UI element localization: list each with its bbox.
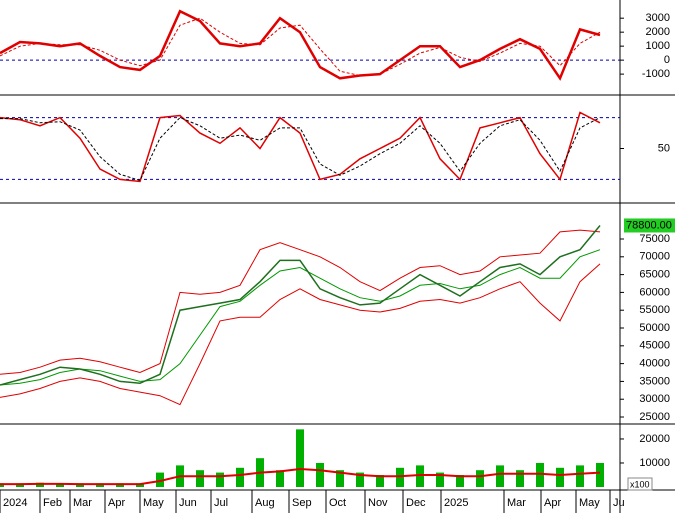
series-line	[0, 225, 601, 386]
volume-bar	[96, 483, 104, 487]
x-tick-label: Apr	[544, 497, 561, 509]
x-tick-label: Jun	[179, 497, 197, 509]
volume-bar	[116, 483, 124, 487]
series-line	[0, 117, 601, 182]
volume-bar	[476, 470, 484, 487]
volume-bar	[196, 470, 204, 487]
volume-bar	[416, 465, 424, 487]
volume-bar	[56, 483, 64, 487]
unit-label: x100	[630, 479, 650, 489]
y-tick-label: 1000	[646, 40, 670, 52]
y-tick-label: 25000	[639, 411, 670, 423]
price-tag-box	[624, 218, 675, 233]
volume-bar	[0, 483, 4, 487]
volume-bar	[596, 462, 604, 487]
x-tick-label: Dec	[406, 497, 426, 509]
volume-bar	[236, 467, 244, 487]
volume-bar	[136, 483, 144, 487]
x-tick-label: May	[143, 497, 164, 509]
volume-bar	[216, 472, 224, 487]
y-tick-label: 3000	[646, 12, 670, 24]
volume-bar	[376, 474, 384, 487]
series-line	[0, 9, 601, 81]
volume-bar	[536, 462, 544, 487]
y-tick-label: 65000	[639, 269, 670, 281]
series-line	[0, 249, 601, 386]
volume-bar	[316, 462, 324, 487]
y-tick-label: 75000	[639, 233, 670, 245]
x-tick-label: Mar	[507, 497, 526, 509]
volume-bar	[436, 472, 444, 487]
y-tick-label: 70000	[639, 251, 670, 263]
y-tick-label: -1000	[642, 68, 670, 80]
series-line	[0, 467, 601, 486]
y-tick-label: 50	[658, 142, 670, 154]
series-line	[0, 111, 601, 183]
series-line	[0, 263, 601, 406]
y-tick-label: 0	[664, 54, 670, 66]
volume-bar	[16, 483, 24, 487]
volume-bar	[276, 470, 284, 487]
y-tick-label: 55000	[639, 304, 670, 316]
y-tick-label: 20000	[639, 433, 670, 445]
volume-bar	[296, 429, 304, 487]
x-tick-label: Mar	[73, 497, 92, 509]
y-tick-label: 40000	[639, 358, 670, 370]
x-tick-label: Sep	[292, 497, 312, 509]
volume-bar	[556, 467, 564, 487]
y-tick-label: 30000	[639, 393, 670, 405]
volume-bar	[496, 465, 504, 487]
series-line	[0, 17, 601, 77]
volume-bar	[396, 467, 404, 487]
x-tick-label: May	[579, 497, 600, 509]
x-tick-label: 2025	[444, 497, 468, 509]
series-line	[0, 229, 601, 375]
x-tick-label: Apr	[108, 497, 125, 509]
x-tick-label: Jul	[214, 497, 228, 509]
x-tick-label: Feb	[43, 497, 62, 509]
x-tick-label: Nov	[368, 497, 388, 509]
volume-bar	[76, 483, 84, 487]
x-tick-label: Oct	[329, 497, 346, 509]
x-tick-label: Aug	[255, 497, 275, 509]
volume-bar	[336, 470, 344, 487]
volume-bar	[456, 474, 464, 487]
y-tick-label: 60000	[639, 286, 670, 298]
volume-bar	[576, 465, 584, 487]
volume-bar	[156, 472, 164, 487]
unit-box	[627, 477, 653, 491]
x-tick-label: Ju	[613, 497, 625, 509]
y-tick-label: 10000	[639, 457, 670, 469]
y-tick-label: 45000	[639, 340, 670, 352]
x-tick-label: 2024	[3, 497, 27, 509]
y-tick-label: 35000	[639, 375, 670, 387]
y-tick-label: 2000	[646, 26, 670, 38]
y-tick-label: 50000	[639, 322, 670, 334]
price-tag: 78800.00	[626, 219, 672, 231]
volume-bar	[356, 472, 364, 487]
volume-bar	[516, 470, 524, 487]
